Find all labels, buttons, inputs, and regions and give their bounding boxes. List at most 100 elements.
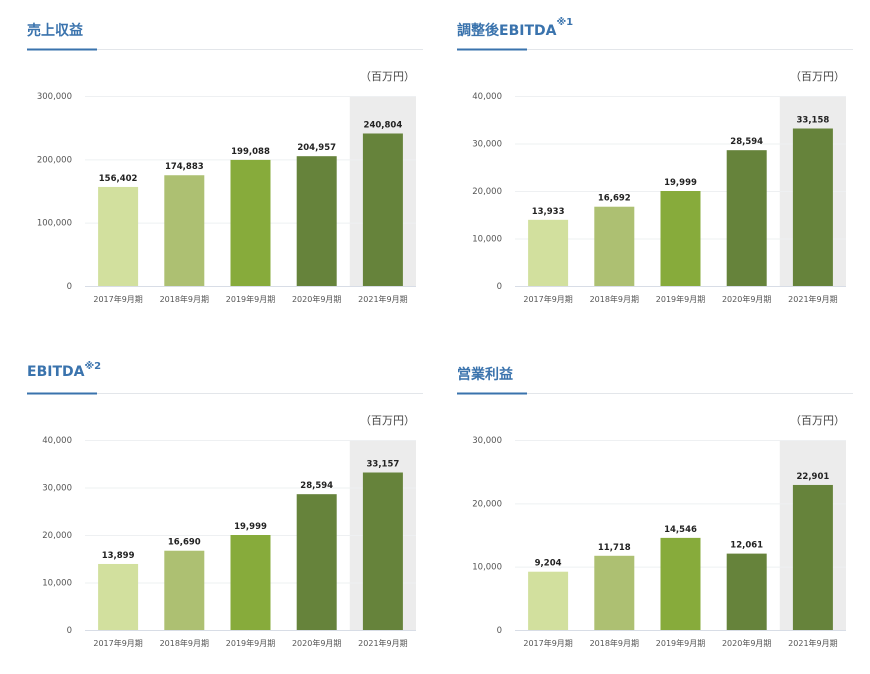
y-tick-label: 200,000	[37, 155, 72, 165]
y-tick-label: 30,000	[42, 484, 72, 494]
y-tick-label: 20,000	[472, 187, 502, 197]
title-text: EBITDA	[27, 364, 85, 380]
bar	[296, 156, 337, 286]
x-tick-label: 2020年9月期	[722, 638, 771, 648]
data-label: 9,204	[535, 559, 562, 569]
x-tick-label: 2017年9月期	[93, 294, 142, 304]
bar	[98, 563, 139, 630]
x-tick-label: 2021年9月期	[358, 638, 407, 648]
x-tick-label: 2020年9月期	[292, 294, 341, 304]
bar	[726, 553, 767, 630]
bar	[792, 484, 833, 630]
bar	[528, 571, 569, 630]
chart-panel-adjusted-ebitda: 調整後EBITDA※1 （百万円） 0 10,000 20,000 30,000 40,0…	[430, 0, 865, 330]
y-tick-label: 0	[67, 626, 72, 636]
chart-title: 調整後EBITDA※1	[457, 17, 574, 40]
data-label: 19,999	[234, 522, 267, 532]
title-text: 調整後EBITDA	[457, 23, 557, 39]
bar	[164, 175, 205, 286]
data-label: 33,158	[796, 115, 829, 125]
y-tick-label: 10,000	[42, 579, 72, 589]
x-tick-label: 2018年9月期	[160, 294, 209, 304]
data-label: 28,594	[300, 481, 333, 491]
y-tick-label: 0	[497, 626, 502, 636]
chart-svg: （百万円） 0 10,000 20,000 30,000 40,000 13,899 2017…	[27, 392, 423, 648]
data-label: 204,957	[297, 143, 336, 153]
y-tick-label: 100,000	[37, 219, 72, 229]
data-label: 16,692	[598, 194, 631, 204]
unit-label: （百万円）	[360, 414, 415, 427]
x-tick-label: 2020年9月期	[722, 294, 771, 304]
title-text: 営業利益	[457, 367, 513, 383]
title-note: ※1	[556, 17, 574, 28]
unit-label: （百万円）	[790, 414, 845, 427]
x-tick-label: 2017年9月期	[523, 294, 572, 304]
data-label: 156,402	[99, 174, 138, 184]
x-tick-label: 2021年9月期	[358, 294, 407, 304]
chart-svg: （百万円） 0 10,000 20,000 30,000 9,204 2017年9月期 11,…	[457, 392, 853, 648]
chart-panel-ebitda: EBITDA※2 （百万円） 0 10,000 20,000 30,000 40,000 1…	[0, 344, 435, 674]
x-tick-label: 2017年9月期	[523, 638, 572, 648]
bar	[660, 537, 701, 630]
data-label: 199,088	[231, 147, 270, 157]
x-tick-label: 2021年9月期	[788, 638, 837, 648]
bar	[594, 206, 635, 286]
bar	[230, 159, 271, 286]
data-label: 174,883	[165, 162, 204, 172]
data-label: 14,546	[664, 525, 697, 535]
bar	[164, 550, 205, 630]
x-tick-label: 2017年9月期	[93, 638, 142, 648]
data-label: 240,804	[364, 120, 403, 130]
data-label: 12,061	[730, 541, 763, 551]
bar	[792, 128, 833, 286]
title-text: 売上収益	[27, 23, 83, 39]
unit-label: （百万円）	[790, 70, 845, 83]
bar	[296, 494, 337, 630]
x-tick-label: 2018年9月期	[590, 294, 639, 304]
chart-svg: （百万円） 0 10,000 20,000 30,000 40,000 13,933 2017…	[457, 48, 853, 304]
bar	[362, 133, 403, 286]
x-tick-label: 2019年9月期	[656, 294, 705, 304]
x-tick-label: 2019年9月期	[226, 294, 275, 304]
x-tick-label: 2018年9月期	[590, 638, 639, 648]
y-tick-label: 10,000	[472, 563, 502, 573]
bar	[230, 535, 271, 630]
bar	[98, 186, 139, 286]
bar	[726, 150, 767, 286]
bar	[594, 555, 635, 630]
chart-panel-operating-profit: 営業利益 （百万円） 0 10,000 20,000 30,000 9,204 2017年9…	[430, 344, 865, 674]
bar	[660, 191, 701, 286]
data-label: 19,999	[664, 178, 697, 188]
bar	[528, 219, 569, 286]
chart-title: EBITDA※2	[27, 361, 102, 380]
title-note: ※2	[84, 361, 102, 372]
data-label: 22,901	[796, 472, 829, 482]
unit-label: （百万円）	[360, 70, 415, 83]
bar	[362, 472, 403, 630]
y-tick-label: 10,000	[472, 235, 502, 245]
x-tick-label: 2021年9月期	[788, 294, 837, 304]
y-tick-label: 20,000	[42, 531, 72, 541]
chart-title: 営業利益	[457, 364, 513, 384]
y-tick-label: 40,000	[472, 92, 502, 102]
data-label: 28,594	[730, 137, 763, 147]
y-tick-label: 0	[67, 282, 72, 292]
data-label: 13,933	[532, 207, 565, 217]
data-label: 33,157	[366, 460, 399, 470]
x-tick-label: 2019年9月期	[226, 638, 275, 648]
y-tick-label: 30,000	[472, 140, 502, 150]
x-tick-label: 2018年9月期	[160, 638, 209, 648]
data-label: 13,899	[102, 551, 135, 561]
x-tick-label: 2019年9月期	[656, 638, 705, 648]
chart-panel-revenue: 売上収益 （百万円） 0 100,000 200,000 300,000 156,402 2…	[0, 0, 435, 330]
y-tick-label: 300,000	[37, 92, 72, 102]
x-tick-label: 2020年9月期	[292, 638, 341, 648]
chart-svg: （百万円） 0 100,000 200,000 300,000 156,402 2017年9…	[27, 48, 423, 304]
y-tick-label: 30,000	[472, 436, 502, 446]
data-label: 16,690	[168, 538, 201, 548]
y-tick-label: 40,000	[42, 436, 72, 446]
y-tick-label: 0	[497, 282, 502, 292]
y-tick-label: 20,000	[472, 499, 502, 509]
chart-title: 売上収益	[27, 20, 83, 40]
data-label: 11,718	[598, 543, 631, 553]
